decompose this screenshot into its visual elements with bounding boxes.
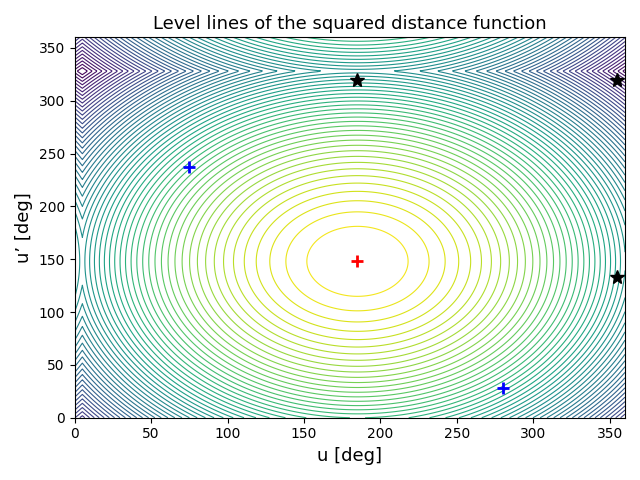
Y-axis label: u’ [deg]: u’ [deg] bbox=[15, 192, 33, 263]
Title: Level lines of the squared distance function: Level lines of the squared distance func… bbox=[153, 15, 547, 33]
X-axis label: u [deg]: u [deg] bbox=[317, 447, 382, 465]
